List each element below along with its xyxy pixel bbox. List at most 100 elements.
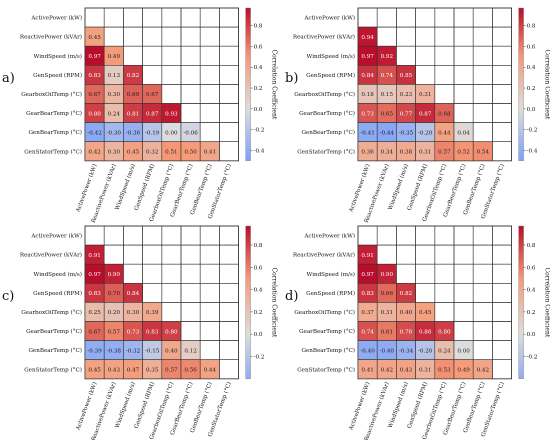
y-tick-label: GenBearTemp (°C) — [301, 129, 355, 136]
y-tick-label: GearboxOilTemp (°C) — [21, 309, 82, 316]
x-tick-label: WindSpeed (m/s) — [114, 381, 137, 429]
y-tick-label: GenBearTemp (°C) — [301, 347, 355, 354]
colorbar — [245, 225, 251, 380]
cell-value-r4-c2: 0.30 — [127, 310, 140, 316]
cell-value-r7-c3: 0.31 — [419, 367, 431, 373]
cell-value-r6-c3: -0.15 — [145, 348, 160, 354]
x-tick-label: GenBearTemp (°C) — [462, 163, 487, 216]
cell-value-r5-c4: 0.80 — [438, 329, 451, 335]
cell-value-r5-c0: 0.73 — [361, 111, 374, 117]
y-tick-label: GearBearTemp (°C) — [26, 328, 82, 335]
heatmap-panel-1: a) 0.45 0.97 0.49 0.83 0.13 0.82 0.67 0.30 0.69 0.… — [2, 7, 278, 224]
cell-value-r4-c0: 0.25 — [88, 310, 101, 316]
cell-value-r3-c0: 0.83 — [88, 291, 101, 297]
colorbar-tick-label: 0.4 — [254, 288, 263, 294]
cell-value-r3-c0: 0.84 — [361, 73, 374, 79]
cell-value-r4-c2: 0.69 — [127, 92, 140, 98]
cell-value-r7-c5: 0.52 — [457, 149, 470, 155]
colorbar-label: Correlation Coefficient — [271, 268, 278, 338]
cell-value-r1-c0: 0.91 — [88, 253, 100, 259]
cell-value-r5-c3: 0.83 — [146, 329, 159, 335]
cell-value-r6-c1: -0.38 — [107, 348, 122, 354]
cell-value-r7-c6: 0.41 — [204, 149, 216, 155]
x-tick-label: WindSpeed (m/s) — [114, 163, 137, 211]
y-tick-label: WindSpeed (m/s) — [34, 53, 82, 60]
cell-value-r6-c5: 0.04 — [457, 130, 470, 136]
colorbar-tick-label: 0.2 — [527, 310, 536, 316]
colorbar-tick-label: 0.6 — [254, 265, 263, 271]
cell-value-r5-c1: 0.61 — [381, 329, 393, 335]
x-tick-label: GenBearTemp (°C) — [189, 163, 214, 216]
cell-value-r5-c2: 0.77 — [400, 111, 413, 117]
colorbar-tick-label: 0.4 — [254, 65, 263, 71]
cell-value-r3-c2: 0.82 — [127, 73, 140, 79]
cell-value-r5-c4: 0.68 — [438, 111, 451, 117]
colorbar-tick-label: 0.2 — [254, 310, 263, 316]
x-tick-label: WindSpeed (m/s) — [387, 381, 410, 429]
cell-value-r4-c1: 0.31 — [381, 310, 393, 316]
cell-value-r6-c3: -0.19 — [145, 130, 160, 136]
panel-label: b) — [285, 71, 298, 86]
colorbar-tick-label: 0.4 — [527, 65, 536, 71]
cell-value-r7-c0: 0.42 — [88, 149, 101, 155]
x-tick-label: GenBearTemp (°C) — [462, 381, 487, 434]
cell-value-r2-c1: 0.49 — [108, 54, 121, 60]
y-tick-label: ActivePower (kW) — [30, 233, 82, 240]
colorbar-tick-label: 0.0 — [527, 332, 536, 338]
y-tick-label: ReactivePower (kVAr) — [20, 252, 82, 259]
cell-value-r3-c0: 0.83 — [88, 73, 101, 79]
y-tick-label: GenBearTemp (°C) — [28, 129, 82, 136]
cell-value-r7-c4: 0.53 — [438, 367, 451, 373]
cell-value-r6-c2: -0.32 — [126, 348, 141, 354]
colorbar-tick-label: 0.6 — [527, 44, 536, 50]
cell-value-r6-c5: 0.12 — [184, 348, 197, 354]
cell-value-r6-c1: -0.40 — [380, 348, 395, 354]
y-tick-label: GenStatorTemp (°C) — [297, 148, 355, 155]
colorbar-label: Correlation Coefficient — [271, 50, 278, 120]
cell-value-r7-c1: 0.34 — [381, 149, 394, 155]
x-tick-label: GenSpeed (RPM) — [406, 381, 429, 429]
cell-value-r7-c5: 0.50 — [184, 149, 197, 155]
x-tick-label: GenSpeed (RPM) — [406, 163, 429, 211]
cell-value-r2-c0: 0.97 — [361, 272, 374, 278]
y-tick-label: WindSpeed (m/s) — [307, 271, 355, 278]
empty-cell — [492, 141, 512, 162]
cell-value-r3-c2: 0.84 — [127, 291, 140, 297]
y-tick-label: GearBearTemp (°C) — [26, 110, 82, 117]
cell-value-r4-c3: 0.31 — [419, 92, 431, 98]
cell-value-r1-c0: 0.45 — [88, 35, 101, 41]
cell-value-r7-c2: 0.45 — [127, 149, 140, 155]
cell-value-r4-c0: 0.67 — [88, 92, 101, 98]
colorbar-tick-label: 0.0 — [254, 107, 263, 113]
cell-value-r6-c1: -0.30 — [107, 130, 122, 136]
cell-value-r2-c1: 0.90 — [108, 272, 121, 278]
cell-value-r5-c2: 0.76 — [400, 329, 413, 335]
cell-value-r4-c2: 0.23 — [400, 92, 413, 98]
cell-value-r6-c4: 0.40 — [165, 348, 178, 354]
y-tick-label: ReactivePower (kVAr) — [293, 252, 355, 259]
y-tick-label: ReactivePower (kVAr) — [293, 34, 355, 41]
cell-value-r6-c3: -0.20 — [418, 130, 433, 136]
cell-value-r2-c0: 0.97 — [361, 54, 374, 60]
cell-value-r6-c4: 0.44 — [438, 130, 451, 136]
cell-value-r3-c1: 0.74 — [381, 73, 394, 79]
colorbar-tick-label: -0.2 — [254, 128, 265, 134]
cell-value-r4-c1: 0.20 — [108, 310, 121, 316]
x-tick-label: ActivePower (kW) — [347, 381, 371, 432]
cell-value-r7-c2: 0.43 — [400, 367, 413, 373]
cell-value-r4-c3: 0.45 — [419, 310, 432, 316]
cell-value-r4-c3: 0.39 — [146, 310, 159, 316]
empty-cell — [219, 141, 239, 162]
colorbar — [518, 225, 524, 380]
cell-value-r3-c2: 0.82 — [400, 291, 413, 297]
heatmap-panel-4: d) 0.91 0.97 0.90 0.83 0.66 0.82 0.37 0.31 0.40 0.… — [285, 225, 550, 440]
cell-value-r5-c4: 0.80 — [165, 329, 178, 335]
colorbar-tick-label: 0.8 — [527, 24, 536, 30]
cell-value-r5-c1: 0.24 — [108, 111, 121, 117]
cell-value-r4-c1: 0.30 — [108, 92, 121, 98]
y-tick-label: ReactivePower (kVAr) — [20, 34, 82, 41]
cell-value-r7-c5: 0.56 — [184, 367, 197, 373]
cell-value-r3-c1: 0.13 — [108, 73, 121, 79]
colorbar-tick-label: -0.2 — [254, 354, 265, 360]
cell-value-r5-c3: 0.87 — [146, 111, 159, 117]
